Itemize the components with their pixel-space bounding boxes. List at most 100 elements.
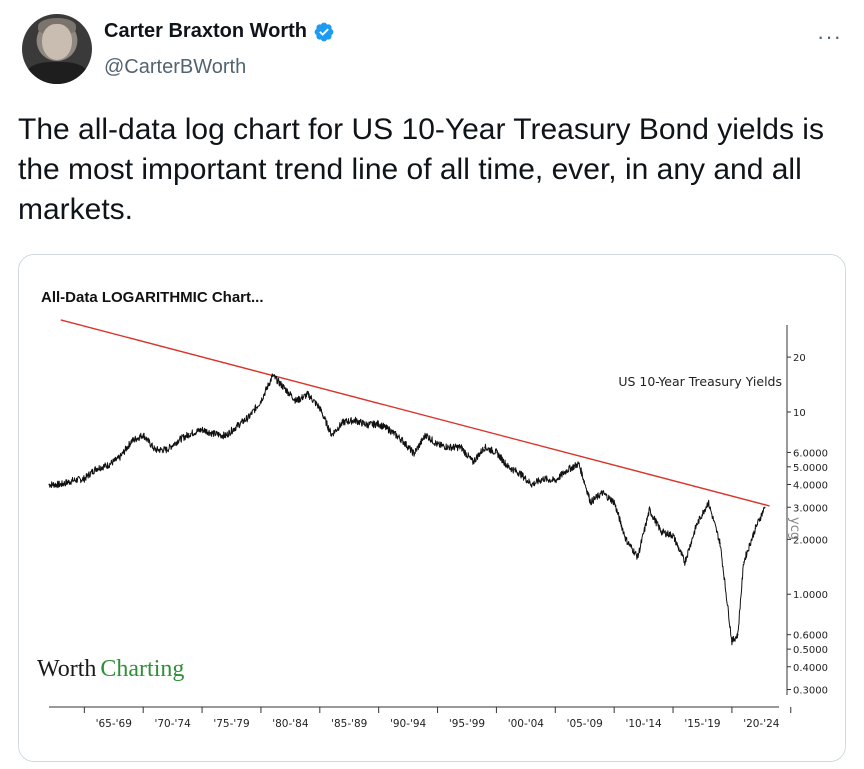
series-label: US 10-Year Treasury Yields [618,374,782,389]
series-point [448,446,451,449]
worth-charting-logo: Worth Charting [37,656,184,682]
brand-prefix: Worth [37,656,96,682]
tweet-text: The all-data log chart for US 10-Year Tr… [18,113,824,226]
trendline-group [60,319,770,507]
series-point [366,424,368,426]
verified-badge-icon [314,22,334,41]
series-point [48,483,50,486]
x-tick-label: '90-'94 [390,718,427,730]
avatar[interactable] [22,14,92,84]
series-point [719,542,721,545]
y-tick-label: 1.0000 [793,590,828,601]
series-point [342,421,345,423]
series-point [566,469,568,471]
series-point [742,561,745,563]
series-point [731,640,733,643]
series-point [460,446,462,449]
treasury-yield-chart: All-Data LOGARITHMIC Chart... US 10-Year… [19,255,845,761]
x-tick-label: '20-'24 [743,718,780,730]
series-point [130,440,133,443]
series-point [648,509,651,511]
x-tick-label: '75-'79 [213,718,249,730]
series-point [295,400,298,402]
series-point [260,400,262,402]
series-point [71,479,74,482]
series-line-us10y [48,373,766,646]
series-point [319,407,321,409]
y-tick-label: 2.0000 [793,535,828,546]
y-tick-label: 3.0000 [793,503,828,514]
tweet-header: Carter Braxton Worth @CarterBWorth ··· [16,14,848,94]
series-point [413,452,415,455]
avatar-body [26,62,88,84]
trendline [60,319,770,507]
series-point [578,462,580,465]
y-tick-label: 0.4000 [793,663,828,674]
series-point [636,556,639,558]
chart-image-card[interactable]: All-Data LOGARITHMIC Chart... US 10-Year… [18,254,846,762]
x-tick-label: '65-'69 [96,718,132,730]
series-point [248,416,250,418]
series-point [154,449,156,451]
chart-background [19,255,845,761]
y-tick-label: 0.6000 [793,631,828,642]
brand-suffix: Charting [100,656,184,682]
y-tick-label: 5.0000 [793,463,828,474]
series-point [684,561,686,563]
series-point [495,451,498,454]
y-tick-label: 0.5000 [793,645,828,656]
series-point [118,457,121,459]
series-point [224,434,227,437]
series-point [764,506,766,509]
series-point [236,424,239,427]
x-tick-label: '05-'09 [567,718,603,730]
series-point [142,433,144,436]
series-point [424,433,427,436]
x-tick-label: '15-'19 [684,718,720,730]
y-tick-label: 0.3000 [793,686,828,697]
series-point [519,472,521,475]
series-point [530,483,533,486]
series-point [165,449,168,451]
avatar-face [42,24,72,60]
series-point [330,433,333,436]
series-point [377,423,380,425]
x-tick-label: '00-'04 [508,718,545,730]
x-axis: '65-'69 '70-'74 '75-'79 '80-'84 '85-'89 '90-'… [49,706,792,730]
y-axis: 20 10 6.0000 5.0000 4.0000 3.0000 2.0000 1.0000… [786,325,828,697]
series-point [507,466,509,468]
display-name[interactable]: Carter Braxton Worth [104,20,307,42]
series-point [472,461,474,464]
series-point [401,439,404,441]
series-point [95,467,97,470]
more-options-icon[interactable]: ··· [817,24,842,49]
x-tick-label: '95-'99 [449,718,485,730]
series-point [695,524,698,526]
series-point [389,429,392,432]
series-point [354,419,356,422]
y-tick-label: 10 [793,408,806,419]
series-point [177,439,180,441]
series-point [625,538,627,541]
x-tick-label: '85-'89 [331,718,367,730]
user-handle[interactable]: @CarterBWorth [104,56,247,78]
series-point [201,428,203,431]
x-tick-label: '70-'74 [154,718,191,730]
series-point [213,432,215,435]
series-group [48,373,766,646]
y-tick-label: 4.0000 [793,480,828,491]
chart-title: All-Data LOGARITHMIC Chart... [41,289,264,306]
series-point [707,501,710,503]
series-point [542,477,545,480]
series-point [283,387,286,390]
x-tick-label: '80-'84 [272,718,309,730]
series-point [554,479,557,482]
series-point [59,483,62,486]
y-tick-label: 20 [793,353,806,364]
y-tick-label: 6.0000 [793,448,828,459]
series-point [189,432,192,435]
series-point [754,527,757,530]
series-point [483,446,486,449]
series-point [107,464,109,467]
